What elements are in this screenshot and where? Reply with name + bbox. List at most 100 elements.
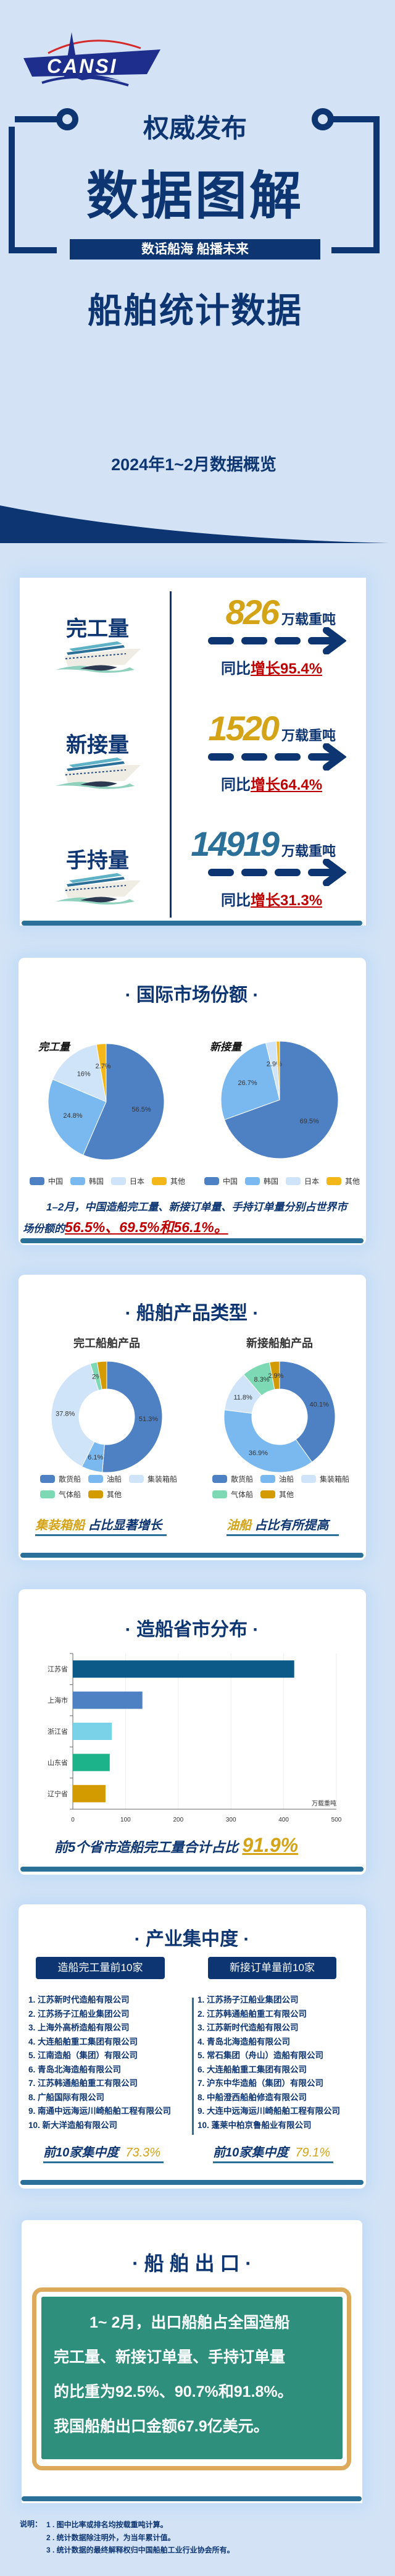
dashed-arrow-icon <box>208 858 347 889</box>
company-list-item: 10. 新大洋造船有限公司 <box>28 2120 118 2130</box>
list-separator <box>192 1998 194 2135</box>
y-category-label: 山东省 <box>48 1759 68 1767</box>
pie-title-completion: 完工量 <box>38 1041 70 1053</box>
products-note-left-highlight: 集装箱船 <box>35 1519 85 1532</box>
provinces-footer-text: 前5个省市造船完工量合计占比 <box>54 1839 239 1855</box>
slice-其他 <box>276 1041 280 1100</box>
slice-中国 <box>223 1041 339 1159</box>
legend-swatch <box>152 1177 167 1185</box>
company-list-item: 3. 上海外高桥造船有限公司 <box>28 2023 130 2032</box>
header-title: 数据图解 <box>86 167 304 225</box>
x-tick-label: 400 <box>278 1817 289 1823</box>
legend-label: 日本 <box>304 1177 320 1186</box>
metric-value: 1520 <box>208 709 280 748</box>
x-tick-label: 200 <box>173 1817 183 1823</box>
completion-concentration: 前10家集中度 73.3% <box>43 2142 164 2163</box>
company-list-item: 5. 江南造船（集团）有限公司 <box>28 2051 138 2060</box>
provinces-footer: 前5个省市造船完工量合计占比 91.9% <box>54 1834 298 1858</box>
concentration-card-bar <box>20 2180 364 2185</box>
slice-label: 51.3% <box>139 1416 158 1423</box>
slice-label: 16% <box>77 1070 91 1078</box>
note-item: 2 . 统计数据除注明外，为当年累计值。 <box>46 2533 175 2542</box>
metric-value: 14919 <box>191 824 280 863</box>
legend-label: 散货船 <box>59 1475 81 1484</box>
slice-日本 <box>52 1044 107 1102</box>
legend-label: 中国 <box>48 1177 64 1186</box>
legend-label: 其他 <box>279 1490 294 1499</box>
legend-swatch <box>212 1475 227 1483</box>
legend-label: 气体船 <box>231 1490 254 1499</box>
company-list-item: 9. 大连中远海运川崎船舶工程有限公司 <box>198 2106 341 2116</box>
provinces-title: · 造船省市分布 · <box>125 1620 259 1640</box>
completion-concentration-label: 前10家集中度 <box>43 2146 119 2160</box>
legend-swatch <box>301 1475 317 1483</box>
legend-label: 集装箱船 <box>148 1475 178 1484</box>
yoy-label: 同比 <box>221 777 251 793</box>
company-list-item: 4. 青岛北海造船有限公司 <box>198 2037 291 2046</box>
x-tick-label: 500 <box>331 1817 342 1823</box>
legend-swatch <box>326 1177 342 1185</box>
products-note-right-text: 占比有所提高 <box>251 1519 329 1532</box>
market-card-bar <box>20 1238 364 1243</box>
bar-浙江省 <box>73 1723 112 1740</box>
orders-concentration-label: 前10家集中度 <box>213 2146 289 2160</box>
export-title: · 船 舶 出 口 · <box>132 2252 252 2274</box>
notes-list: 1 . 图中比率或排名均按载重吨计算。 2 . 统计数据除注明外，为当年累计值。 3… <box>46 2519 235 2557</box>
legend-label: 中国 <box>223 1177 238 1186</box>
slice-label: 37.8% <box>56 1410 75 1417</box>
x-tick-label: 100 <box>120 1817 131 1823</box>
y-category-label: 江苏省 <box>48 1665 68 1673</box>
slice-label: 6.1% <box>88 1454 103 1461</box>
x-tick-label: 0 <box>71 1817 75 1823</box>
slice-label: 69.5% <box>300 1118 319 1125</box>
export-card-bar <box>22 2496 362 2501</box>
completion-concentration-value: 73.3% <box>125 2146 161 2160</box>
metric-unit: 万载重吨 <box>281 612 336 627</box>
legend-item: 集装箱船 <box>129 1474 177 1484</box>
overview-card-bar <box>22 921 362 926</box>
notes-label: 说明： <box>20 2520 43 2528</box>
market-caption: 1–2月，中国造船完工量、新接订单量、手持订单量分别占世界市场份额的56.5%、… <box>23 1197 356 1239</box>
market-title: · 国际市场份额 · <box>125 985 259 1005</box>
y-category-label: 辽宁省 <box>48 1789 68 1798</box>
legend-item: 其他 <box>326 1176 360 1186</box>
completion-top10-list: 1. 江苏新时代造船有限公司 2. 江苏扬子江船业集团公司 3. 上海外高桥造船有限… <box>28 1993 171 2132</box>
legend-label: 其他 <box>107 1490 122 1499</box>
donut-title-new: 新接船舶产品 <box>246 1337 313 1349</box>
slice-label: 2.7% <box>96 1063 111 1070</box>
export-text-box: 1~ 2月，出口船舶占全国造船 完工量、新接订单量、手持订单量 的比重为92.5%、… <box>41 2297 343 2459</box>
legend-swatch <box>30 1177 44 1185</box>
dashed-arrow-icon <box>208 627 347 657</box>
yoy-label: 同比 <box>221 892 251 909</box>
orders-concentration: 前10家集中度 79.1% <box>213 2142 333 2163</box>
company-list-item: 5. 常石集团（舟山）造船有限公司 <box>198 2051 324 2060</box>
products-note-left: 集装箱船 占比显著增长 <box>35 1515 167 1536</box>
yoy-value: 增长64.4% <box>251 777 323 793</box>
company-list-item: 4. 大连船舶重工集团有限公司 <box>28 2037 138 2046</box>
product-donuts: 51.3%6.1%37.8%2%40.1%36.9%11.8%8.3%2.9% <box>51 1361 336 1473</box>
legend-completion-products: 散货船 油船 集装箱船 气体船 其他 <box>40 1474 188 1500</box>
market-pies: 56.5%24.8%16%2.7%69.5%26.7%2.9% <box>48 1041 339 1160</box>
company-list-item: 7. 江苏韩通船舶重工有限公司 <box>28 2079 138 2088</box>
legend-label: 集装箱船 <box>320 1475 350 1484</box>
legend-label: 散货船 <box>231 1475 254 1484</box>
company-list-item: 7. 沪东中华造船（集团）有限公司 <box>198 2079 324 2088</box>
legend-swatch <box>70 1177 86 1185</box>
company-list-item: 8. 广船国际有限公司 <box>28 2092 105 2102</box>
pie-title-new-orders: 新接量 <box>210 1041 241 1053</box>
products-note-right: 油船 占比有所提高 <box>227 1515 339 1536</box>
legend-label: 气体船 <box>59 1490 81 1499</box>
header-wedge <box>0 505 389 543</box>
legend-item: 散货船 <box>212 1474 253 1484</box>
legend-swatch <box>111 1177 127 1185</box>
legend-item: 中国 <box>204 1176 238 1186</box>
provinces-footer-value: 91.9% <box>242 1834 299 1856</box>
legend-item: 气体船 <box>40 1489 81 1500</box>
yoy-value: 增长31.3% <box>251 892 323 909</box>
export-text-line: 1~ 2月，出口船舶占全国造船 <box>89 2314 290 2331</box>
bar-江苏省 <box>73 1660 294 1678</box>
overview-card <box>20 578 366 926</box>
legend-new-products: 散货船 油船 集装箱船 气体船 其他 <box>212 1474 360 1500</box>
legend-label: 其他 <box>345 1177 360 1186</box>
